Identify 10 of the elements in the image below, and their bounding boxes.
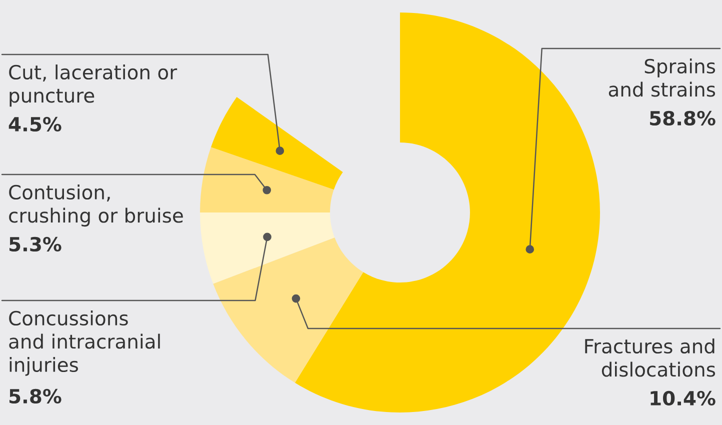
data-label: 10.4% <box>650 390 716 406</box>
slice-label: Concussions and intracranial injuries <box>9 310 160 376</box>
slice-label: Sprains and strains <box>608 58 716 97</box>
data-label: 5.3% <box>10 236 62 252</box>
data-label: 4.5% <box>8 116 62 132</box>
slice-label: Fractures and dislocations <box>585 338 716 377</box>
data-label: 58.8% <box>650 110 716 126</box>
slice-label: Cut, laceration or puncture <box>9 64 178 107</box>
data-label: 5.8% <box>10 388 62 404</box>
slice-label: Contusion, crushing or bruise <box>9 184 183 227</box>
